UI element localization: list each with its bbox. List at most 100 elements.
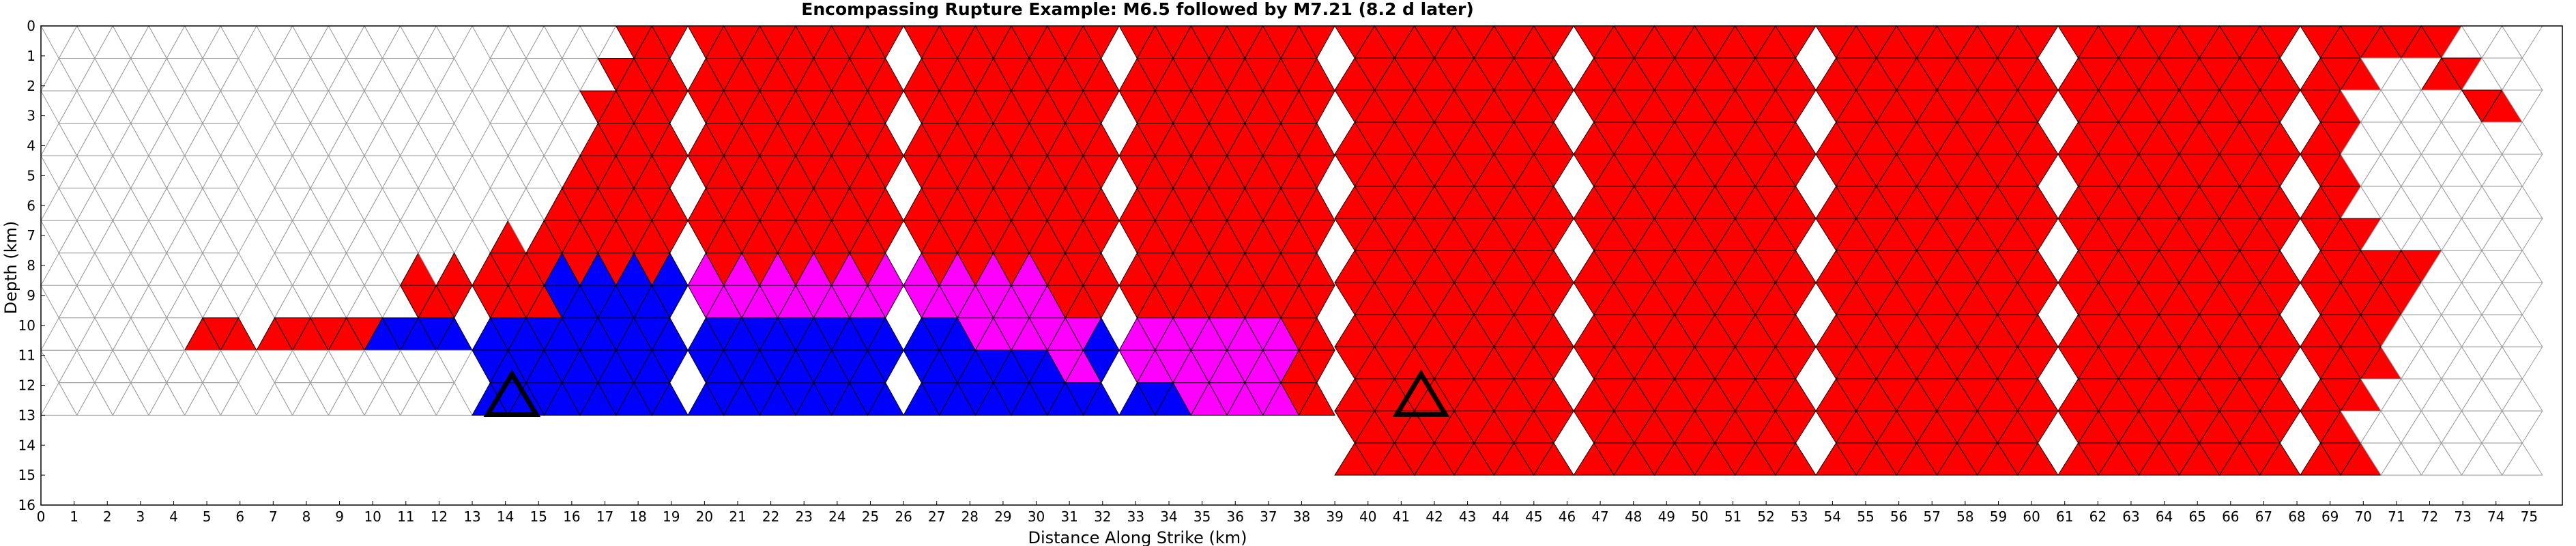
x-tick-label: 58 xyxy=(1956,508,1973,525)
mesh-triangle xyxy=(220,382,257,416)
mesh-triangle xyxy=(2016,410,2059,444)
mesh-triangle xyxy=(2501,154,2543,187)
y-tick-label: 8 xyxy=(27,257,35,274)
x-tick-label: 11 xyxy=(397,508,414,525)
mesh-triangle xyxy=(2501,346,2543,380)
mesh-triangle xyxy=(2016,89,2059,123)
mesh-triangle xyxy=(1533,89,1575,123)
x-tick-label: 72 xyxy=(2421,508,2438,525)
y-tick-label: 14 xyxy=(18,437,35,453)
fault-mesh xyxy=(40,25,2543,476)
x-tick-label: 29 xyxy=(994,508,1011,525)
mesh-triangle xyxy=(1774,89,1817,123)
mesh-triangle xyxy=(867,349,904,384)
x-tick-label: 18 xyxy=(629,508,646,525)
fault-segment-9 xyxy=(1815,25,2059,476)
x-tick-label: 41 xyxy=(1393,508,1410,525)
x-tick-label: 0 xyxy=(37,508,46,525)
x-tick-label: 59 xyxy=(1990,508,2007,525)
mesh-triangle xyxy=(651,382,689,416)
x-tick-label: 13 xyxy=(463,508,480,525)
y-tick-label: 2 xyxy=(27,78,35,94)
x-tick-label: 56 xyxy=(1890,508,1907,525)
x-tick-label: 34 xyxy=(1160,508,1177,525)
y-tick-label: 5 xyxy=(27,167,35,184)
mesh-triangle xyxy=(867,90,904,124)
x-tick-label: 44 xyxy=(1492,508,1509,525)
y-axis-label: Depth (km) xyxy=(1,221,20,315)
x-tick-label: 32 xyxy=(1094,508,1111,525)
mesh-triangle xyxy=(1082,90,1120,124)
y-tick-label: 0 xyxy=(27,18,35,34)
mesh-triangle xyxy=(651,285,689,319)
x-tick-label: 21 xyxy=(729,508,746,525)
y-tick-label: 9 xyxy=(27,287,35,304)
x-tick-label: 12 xyxy=(431,508,448,525)
x-tick-label: 28 xyxy=(961,508,979,525)
x-tick-label: 67 xyxy=(2255,508,2272,525)
x-tick-label: 75 xyxy=(2521,508,2538,525)
x-tick-label: 3 xyxy=(136,508,145,525)
x-tick-label: 31 xyxy=(1060,508,1077,525)
x-tick-label: 62 xyxy=(2089,508,2107,525)
mesh-triangle xyxy=(1533,346,1575,380)
mesh-triangle xyxy=(2501,89,2543,123)
x-tick-label: 6 xyxy=(235,508,244,525)
mesh-triangle xyxy=(1533,154,1575,187)
x-tick-label: 14 xyxy=(497,508,514,525)
mesh-triangle xyxy=(1298,382,1335,416)
y-tick-label: 6 xyxy=(27,197,35,214)
mesh-triangle xyxy=(220,90,257,124)
mesh-triangle xyxy=(2016,442,2059,476)
fault-segment-5 xyxy=(903,25,1120,416)
x-tick-label: 37 xyxy=(1260,508,1277,525)
x-tick-label: 16 xyxy=(563,508,580,525)
mesh-triangle xyxy=(1082,285,1120,319)
mesh-triangle xyxy=(2016,154,2059,187)
x-tick-label: 19 xyxy=(663,508,680,525)
x-tick-label: 70 xyxy=(2355,508,2372,525)
x-tick-label: 68 xyxy=(2288,508,2305,525)
x-tick-label: 65 xyxy=(2188,508,2205,525)
mesh-triangle xyxy=(435,285,473,319)
mesh-triangle xyxy=(2501,442,2543,476)
y-tick-label: 13 xyxy=(18,407,35,423)
x-tick-label: 22 xyxy=(762,508,779,525)
mesh-triangle xyxy=(220,155,257,189)
mesh-triangle xyxy=(651,90,689,124)
x-tick-label: 54 xyxy=(1824,508,1841,525)
mesh-triangle xyxy=(2259,218,2301,252)
mesh-triangle xyxy=(651,349,689,384)
y-tick-label: 10 xyxy=(18,317,35,334)
mesh-triangle xyxy=(1774,218,1817,252)
chart-title: Encompassing Rupture Example: M6.5 follo… xyxy=(801,0,1474,19)
mesh-triangle xyxy=(220,285,257,319)
x-tick-label: 2 xyxy=(103,508,112,525)
mesh-triangle xyxy=(1774,410,1817,444)
mesh-triangle xyxy=(867,155,904,189)
x-tick-label: 51 xyxy=(1724,508,1741,525)
x-tick-label: 20 xyxy=(696,508,713,525)
y-tick-label: 11 xyxy=(18,347,35,364)
fault-segment-10 xyxy=(2057,25,2301,476)
x-tick-label: 25 xyxy=(862,508,879,525)
mesh-triangle xyxy=(435,155,473,189)
mesh-triangle xyxy=(1082,220,1120,254)
x-tick-label: 5 xyxy=(203,508,212,525)
x-tick-label: 38 xyxy=(1293,508,1310,525)
mesh-triangle xyxy=(2259,89,2301,123)
y-tick-label: 4 xyxy=(27,138,35,154)
mesh-triangle xyxy=(2259,346,2301,380)
x-tick-label: 57 xyxy=(1924,508,1941,525)
mesh-triangle xyxy=(651,220,689,254)
x-tick-label: 17 xyxy=(596,508,613,525)
fault-segment-3 xyxy=(472,25,689,416)
x-tick-label: 71 xyxy=(2388,508,2405,525)
x-tick-label: 66 xyxy=(2222,508,2239,525)
x-tick-label: 48 xyxy=(1625,508,1642,525)
mesh-triangle xyxy=(2501,410,2543,444)
x-tick-label: 26 xyxy=(895,508,912,525)
x-tick-label: 7 xyxy=(269,508,278,525)
